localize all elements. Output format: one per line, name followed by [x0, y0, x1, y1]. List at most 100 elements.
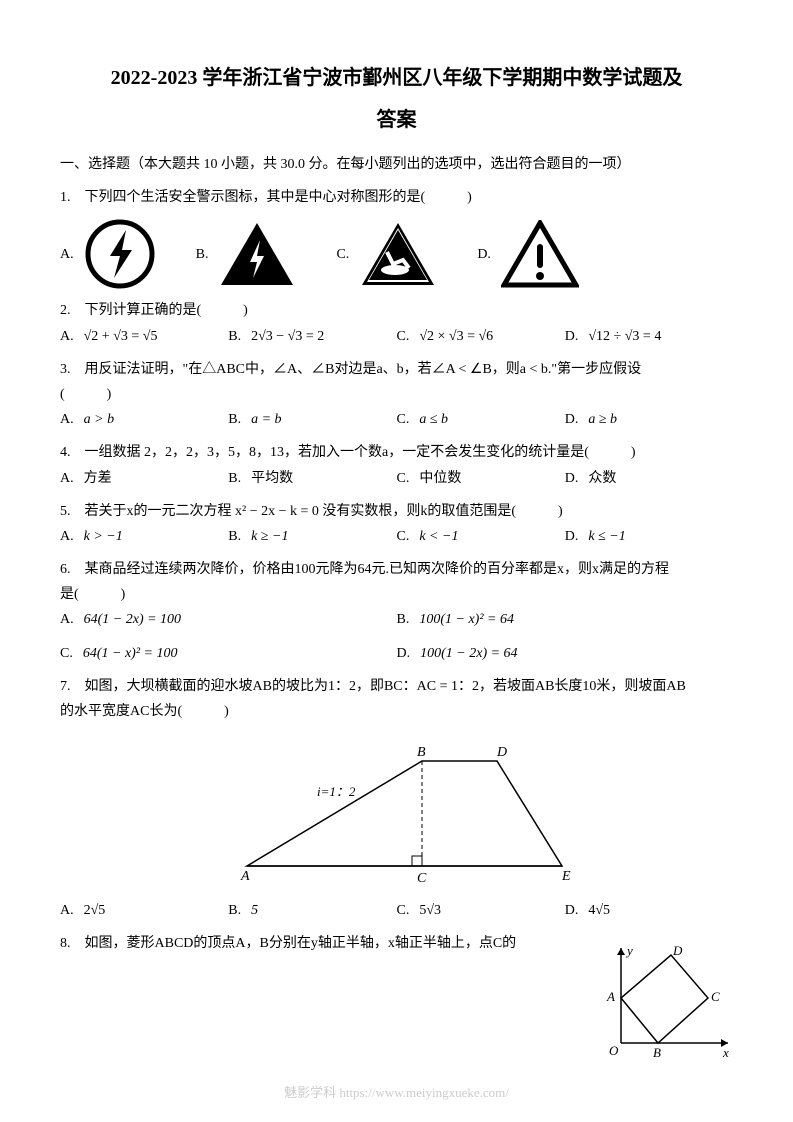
label-x: x — [722, 1045, 729, 1060]
q7-d-expr: 4√5 — [588, 898, 610, 923]
label-E: E — [561, 869, 571, 884]
label-C8: C — [711, 989, 720, 1004]
label-slope: i=1：2 — [317, 784, 356, 799]
q5-a-expr: k > −1 — [84, 524, 123, 549]
q7-a-expr: 2√5 — [84, 898, 106, 923]
q6-text2: 是( ) — [60, 582, 733, 607]
q7-b-expr: 5 — [251, 898, 258, 923]
q4-c-text: 中位数 — [419, 466, 461, 491]
label-B8: B — [653, 1045, 661, 1060]
q4-d-text: 众数 — [588, 466, 616, 491]
q3-b-expr: a = b — [251, 407, 281, 432]
q5-text: 5. 若关于x的一元二次方程 x² − 2x − k = 0 没有实数根，则k的… — [60, 499, 733, 524]
label-D8: D — [672, 943, 683, 958]
q3-a-expr: a > b — [84, 407, 114, 432]
label-C: C — [417, 871, 427, 886]
question-8: 8. 如图，菱形ABCD的顶点A，B分别在y轴正半轴，x轴正半轴上，点C的 — [60, 931, 600, 956]
q2-c-expr: √2 × √3 = √6 — [419, 324, 493, 349]
q3-d-expr: a ≥ b — [588, 407, 617, 432]
slip-triangle-icon — [359, 220, 437, 288]
q7-text2: 的水平宽度AC长为( ) — [60, 699, 733, 724]
q6-options-row2: C.64(1 − x)² = 100 D.100(1 − 2x) = 64 — [60, 641, 733, 666]
q4-text: 4. 一组数据 2，2，2，3，5，8，13，若加入一个数a，一定不会发生变化的… — [60, 440, 733, 465]
q8-diagram: A B C D O x y — [603, 943, 733, 1072]
page-title-line2: 答案 — [60, 102, 733, 138]
q2-b-expr: 2√3 − √3 = 2 — [251, 324, 324, 349]
q5-d-expr: k ≤ −1 — [588, 524, 625, 549]
q5-c-expr: k < −1 — [419, 524, 458, 549]
exclaim-triangle-icon — [501, 220, 579, 288]
q5-d-label: D. — [565, 524, 579, 549]
q2-options: A. √2 + √3 = √5 B. 2√3 − √3 = 2 C. √2 × √3 … — [60, 324, 733, 349]
q3-text: 3. 用反证法证明，"在△ABC中，∠A、∠B对边是a、b，若∠A < ∠B，则… — [60, 357, 733, 382]
q5-c-label: C. — [397, 524, 410, 549]
q3-c-expr: a ≤ b — [419, 407, 448, 432]
q5-b-expr: k ≥ −1 — [251, 524, 288, 549]
page-title-line1: 2022-2023 学年浙江省宁波市鄞州区八年级下学期期中数学试题及 — [60, 60, 733, 96]
label-O: O — [609, 1043, 619, 1058]
q4-d-label: D. — [565, 466, 579, 491]
label-B: B — [417, 745, 426, 760]
q4-b-text: 平均数 — [251, 466, 293, 491]
q6-b-expr: 100(1 − x)² = 64 — [419, 607, 514, 632]
q7-diagram: A B C D E i=1：2 — [60, 736, 733, 886]
question-1: 1. 下列四个生活安全警示图标，其中是中心对称图形的是( ) A. B. C. — [60, 185, 733, 290]
question-7: 7. 如图，大坝横截面的迎水坡AB的坡比为1：2，即BC：AC = 1：2，若坡… — [60, 674, 733, 924]
q1-option-b: B. — [196, 220, 297, 288]
q8-text: 8. 如图，菱形ABCD的顶点A，B分别在y轴正半轴，x轴正半轴上，点C的 — [60, 931, 600, 956]
label-A: A — [240, 869, 250, 884]
q5-a-label: A. — [60, 524, 74, 549]
q2-text: 2. 下列计算正确的是( ) — [60, 298, 733, 323]
lightning-triangle-icon — [218, 220, 296, 288]
q1-b-label: B. — [196, 242, 209, 267]
q2-b-label: B. — [228, 324, 241, 349]
q6-d-label: D. — [397, 641, 411, 666]
q4-a-label: A. — [60, 466, 74, 491]
q6-a-label: A. — [60, 607, 74, 632]
q4-options: A. 方差 B. 平均数 C. 中位数 D. 众数 — [60, 466, 733, 491]
q4-b-label: B. — [228, 466, 241, 491]
question-5: 5. 若关于x的一元二次方程 x² − 2x − k = 0 没有实数根，则k的… — [60, 499, 733, 549]
q6-options-row1: A. 64(1 − 2x) = 100 B. 100(1 − x)² = 64 — [60, 607, 733, 632]
question-3: 3. 用反证法证明，"在△ABC中，∠A、∠B对边是a、b，若∠A < ∠B，则… — [60, 357, 733, 433]
q7-a-label: A. — [60, 898, 74, 923]
q2-c-label: C. — [397, 324, 410, 349]
q4-a-text: 方差 — [84, 466, 112, 491]
q1-option-d: D. — [477, 220, 579, 288]
q7-c-expr: 5√3 — [419, 898, 441, 923]
q2-a-label: A. — [60, 324, 74, 349]
question-6: 6. 某商品经过连续两次降价，价格由100元降为64元.已知两次降价的百分率都是… — [60, 557, 733, 666]
q1-text: 1. 下列四个生活安全警示图标，其中是中心对称图形的是( ) — [60, 185, 733, 210]
q7-b-label: B. — [228, 898, 241, 923]
question-2: 2. 下列计算正确的是( ) A. √2 + √3 = √5 B. 2√3 − √3… — [60, 298, 733, 348]
q7-d-label: D. — [565, 898, 579, 923]
q4-c-label: C. — [397, 466, 410, 491]
q1-option-c: C. — [336, 220, 437, 288]
q6-text: 6. 某商品经过连续两次降价，价格由100元降为64元.已知两次降价的百分率都是… — [60, 557, 733, 582]
q6-b-label: B. — [397, 607, 410, 632]
watermark: 魅影学科 https://www.meiyingxueke.com/ — [0, 1081, 793, 1104]
label-D: D — [496, 745, 507, 760]
q3-options: A.a > b B.a = b C.a ≤ b D.a ≥ b — [60, 407, 733, 432]
rhombus-axes-icon: A B C D O x y — [603, 943, 733, 1063]
q6-d-expr: 100(1 − 2x) = 64 — [420, 641, 517, 666]
q6-a-expr: 64(1 − 2x) = 100 — [84, 607, 181, 632]
lightning-circle-icon — [84, 218, 156, 290]
q1-option-a: A. — [60, 218, 156, 290]
label-y: y — [625, 943, 633, 958]
q3-b-label: B. — [228, 407, 241, 432]
q2-d-expr: √12 ÷ √3 = 4 — [588, 324, 661, 349]
q7-options: A. 2√5 B. 5 C. 5√3 D. 4√5 — [60, 898, 733, 923]
q1-c-label: C. — [336, 242, 349, 267]
q5-options: A.k > −1 B.k ≥ −1 C.k < −1 D.k ≤ −1 — [60, 524, 733, 549]
q3-paren: ( ) — [60, 382, 733, 407]
question-4: 4. 一组数据 2，2，2，3，5，8，13，若加入一个数a，一定不会发生变化的… — [60, 440, 733, 490]
q1-options: A. B. C. D. — [60, 218, 733, 290]
q2-d-label: D. — [565, 324, 579, 349]
q3-d-label: D. — [565, 407, 579, 432]
q3-c-label: C. — [397, 407, 410, 432]
q7-text: 7. 如图，大坝横截面的迎水坡AB的坡比为1：2，即BC：AC = 1：2，若坡… — [60, 674, 733, 699]
q2-a-expr: √2 + √3 = √5 — [84, 324, 158, 349]
q7-c-label: C. — [397, 898, 410, 923]
q6-c-expr: 64(1 − x)² = 100 — [83, 641, 178, 666]
